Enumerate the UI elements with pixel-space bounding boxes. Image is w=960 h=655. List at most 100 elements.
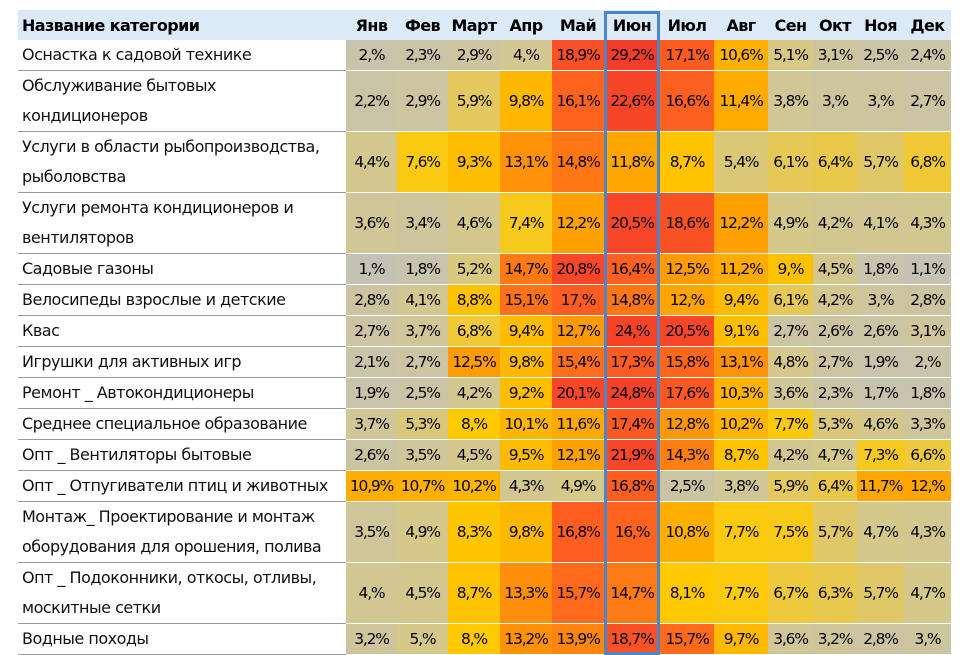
heatmap-cell: 4,%: [346, 562, 397, 624]
heatmap-cell: 6,8%: [904, 131, 951, 193]
heatmap-cell: 12,2%: [714, 192, 768, 254]
heatmap-cell: 4,9%: [397, 501, 448, 563]
heatmap-cell: 12,7%: [552, 315, 604, 347]
heatmap-cell: 9,7%: [714, 623, 768, 655]
heatmap-cell: 2,7%: [397, 346, 448, 378]
heatmap-cell: 17,4%: [604, 408, 660, 440]
heatmap-cell: 3,8%: [768, 70, 813, 132]
heatmap-cell: 2,6%: [813, 315, 857, 347]
category-label: Опт _ Вентиляторы бытовые: [18, 439, 346, 471]
heatmap-cell: 4,5%: [397, 562, 448, 624]
heatmap-cell: 15,7%: [552, 562, 604, 624]
heatmap-cell: 8,%: [448, 408, 500, 440]
category-label: Ремонт _ Автокондиционеры: [18, 377, 346, 409]
heatmap-cell: 4,3%: [500, 470, 552, 502]
month-header: Май: [552, 10, 604, 40]
heatmap-cell: 3,2%: [813, 623, 857, 655]
heatmap-cell: 1,8%: [904, 377, 951, 409]
heatmap-cell: 29,2%: [604, 40, 660, 71]
heatmap-cell: 14,8%: [552, 131, 604, 193]
heatmap-cell: 24,8%: [604, 377, 660, 409]
heatmap-cell: 2,8%: [904, 284, 951, 316]
heatmap-cell: 8,3%: [448, 501, 500, 563]
heatmap-cell: 3,4%: [397, 192, 448, 254]
heatmap-cell: 8,1%: [660, 562, 714, 624]
heatmap-cell: 2,2%: [346, 70, 397, 132]
month-header: Апр: [500, 10, 552, 40]
month-header: Ноя: [857, 10, 904, 40]
heatmap-cell: 6,6%: [904, 439, 951, 471]
heatmap-cell: 6,4%: [813, 131, 857, 193]
heatmap-cell: 10,2%: [714, 408, 768, 440]
heatmap-cell: 5,9%: [448, 70, 500, 132]
table-row: Среднее специальное образование 3,7% 5,3% 8…: [18, 408, 951, 440]
heatmap-cell: 4,7%: [813, 439, 857, 471]
heatmap-cell: 21,9%: [604, 439, 660, 471]
table-row: Опт _ Подоконники, откосы, отливы, моски…: [18, 562, 951, 624]
heatmap-cell: 16,4%: [604, 253, 660, 285]
heatmap-cell: 16,%: [604, 501, 660, 563]
heatmap-cell: 16,8%: [604, 470, 660, 502]
heatmap-cell: 4,7%: [904, 562, 951, 624]
table-row: Водные походы 3,2% 5,% 8,% 13,2% 13,9% 18,7% 15…: [18, 623, 951, 655]
heatmap-cell: 3,7%: [346, 408, 397, 440]
heatmap-table: Название категории Янв Фев Март Апр Май Июн Ию…: [18, 10, 951, 655]
heatmap-cell: 2,9%: [397, 70, 448, 132]
heatmap-cell: 3,2%: [346, 623, 397, 655]
heatmap-cell: 8,%: [448, 623, 500, 655]
heatmap-cell: 9,8%: [500, 346, 552, 378]
heatmap-cell: 4,5%: [448, 439, 500, 471]
heatmap-cell: 12,5%: [660, 253, 714, 285]
heatmap-cell: 12,2%: [552, 192, 604, 254]
heatmap-cell: 17,6%: [660, 377, 714, 409]
heatmap-cell: 12,%: [660, 284, 714, 316]
heatmap-cell: 2,%: [346, 40, 397, 71]
heatmap-cell: 15,1%: [500, 284, 552, 316]
heatmap-cell: 15,7%: [660, 623, 714, 655]
heatmap-cell: 2,7%: [768, 315, 813, 347]
heatmap-cell: 4,9%: [768, 192, 813, 254]
heatmap-cell: 22,6%: [604, 70, 660, 132]
heatmap-cell: 9,2%: [500, 377, 552, 409]
heatmap-cell: 1,7%: [857, 377, 904, 409]
heatmap-cell: 9,4%: [714, 284, 768, 316]
heatmap-cell: 11,7%: [857, 470, 904, 502]
heatmap-cell: 2,8%: [346, 284, 397, 316]
heatmap-cell: 3,1%: [904, 315, 951, 347]
heatmap-cell: 2,3%: [813, 377, 857, 409]
heatmap-cell: 20,5%: [604, 192, 660, 254]
heatmap-cell: 4,1%: [397, 284, 448, 316]
heatmap-cell: 3,3%: [904, 408, 951, 440]
table-row: Ремонт _ Автокондиционеры 1,9% 2,5% 4,2% 9,2…: [18, 377, 951, 409]
heatmap-cell: 3,6%: [768, 377, 813, 409]
heatmap-cell: 3,8%: [714, 470, 768, 502]
heatmap-cell: 12,%: [904, 470, 951, 502]
heatmap-cell: 5,3%: [397, 408, 448, 440]
heatmap-cell: 10,1%: [500, 408, 552, 440]
heatmap-cell: 4,1%: [857, 192, 904, 254]
heatmap-cell: 4,6%: [448, 192, 500, 254]
heatmap-cell: 9,8%: [500, 501, 552, 563]
heatmap-cell: 10,9%: [346, 470, 397, 502]
heatmap-cell: 5,4%: [714, 131, 768, 193]
heatmap-cell: 3,5%: [346, 501, 397, 563]
heatmap-cell: 15,4%: [552, 346, 604, 378]
heatmap-cell: 6,1%: [768, 131, 813, 193]
heatmap-cell: 1,9%: [857, 346, 904, 378]
category-label: Среднее специальное образование: [18, 408, 346, 440]
heatmap-cell: 18,9%: [552, 40, 604, 71]
heatmap-cell: 3,%: [857, 70, 904, 132]
table-row: Опт _ Отпугиватели птиц и животных 10,9% 1…: [18, 470, 951, 502]
heatmap-cell: 1,9%: [346, 377, 397, 409]
heatmap-cell: 6,7%: [768, 562, 813, 624]
heatmap-cell: 3,7%: [397, 315, 448, 347]
month-header: Март: [448, 10, 500, 40]
category-label: Услуги в области рыбопроизводства, рыбол…: [18, 131, 346, 193]
heatmap-cell: 11,6%: [552, 408, 604, 440]
table-row: Услуги в области рыбопроизводства, рыбол…: [18, 131, 951, 193]
heatmap-cell: 11,8%: [604, 131, 660, 193]
heatmap-cell: 11,2%: [714, 253, 768, 285]
heatmap-cell: 4,3%: [904, 501, 951, 563]
category-label: Услуги ремонта кондиционеров и вентилято…: [18, 192, 346, 254]
heatmap-cell: 7,7%: [714, 562, 768, 624]
